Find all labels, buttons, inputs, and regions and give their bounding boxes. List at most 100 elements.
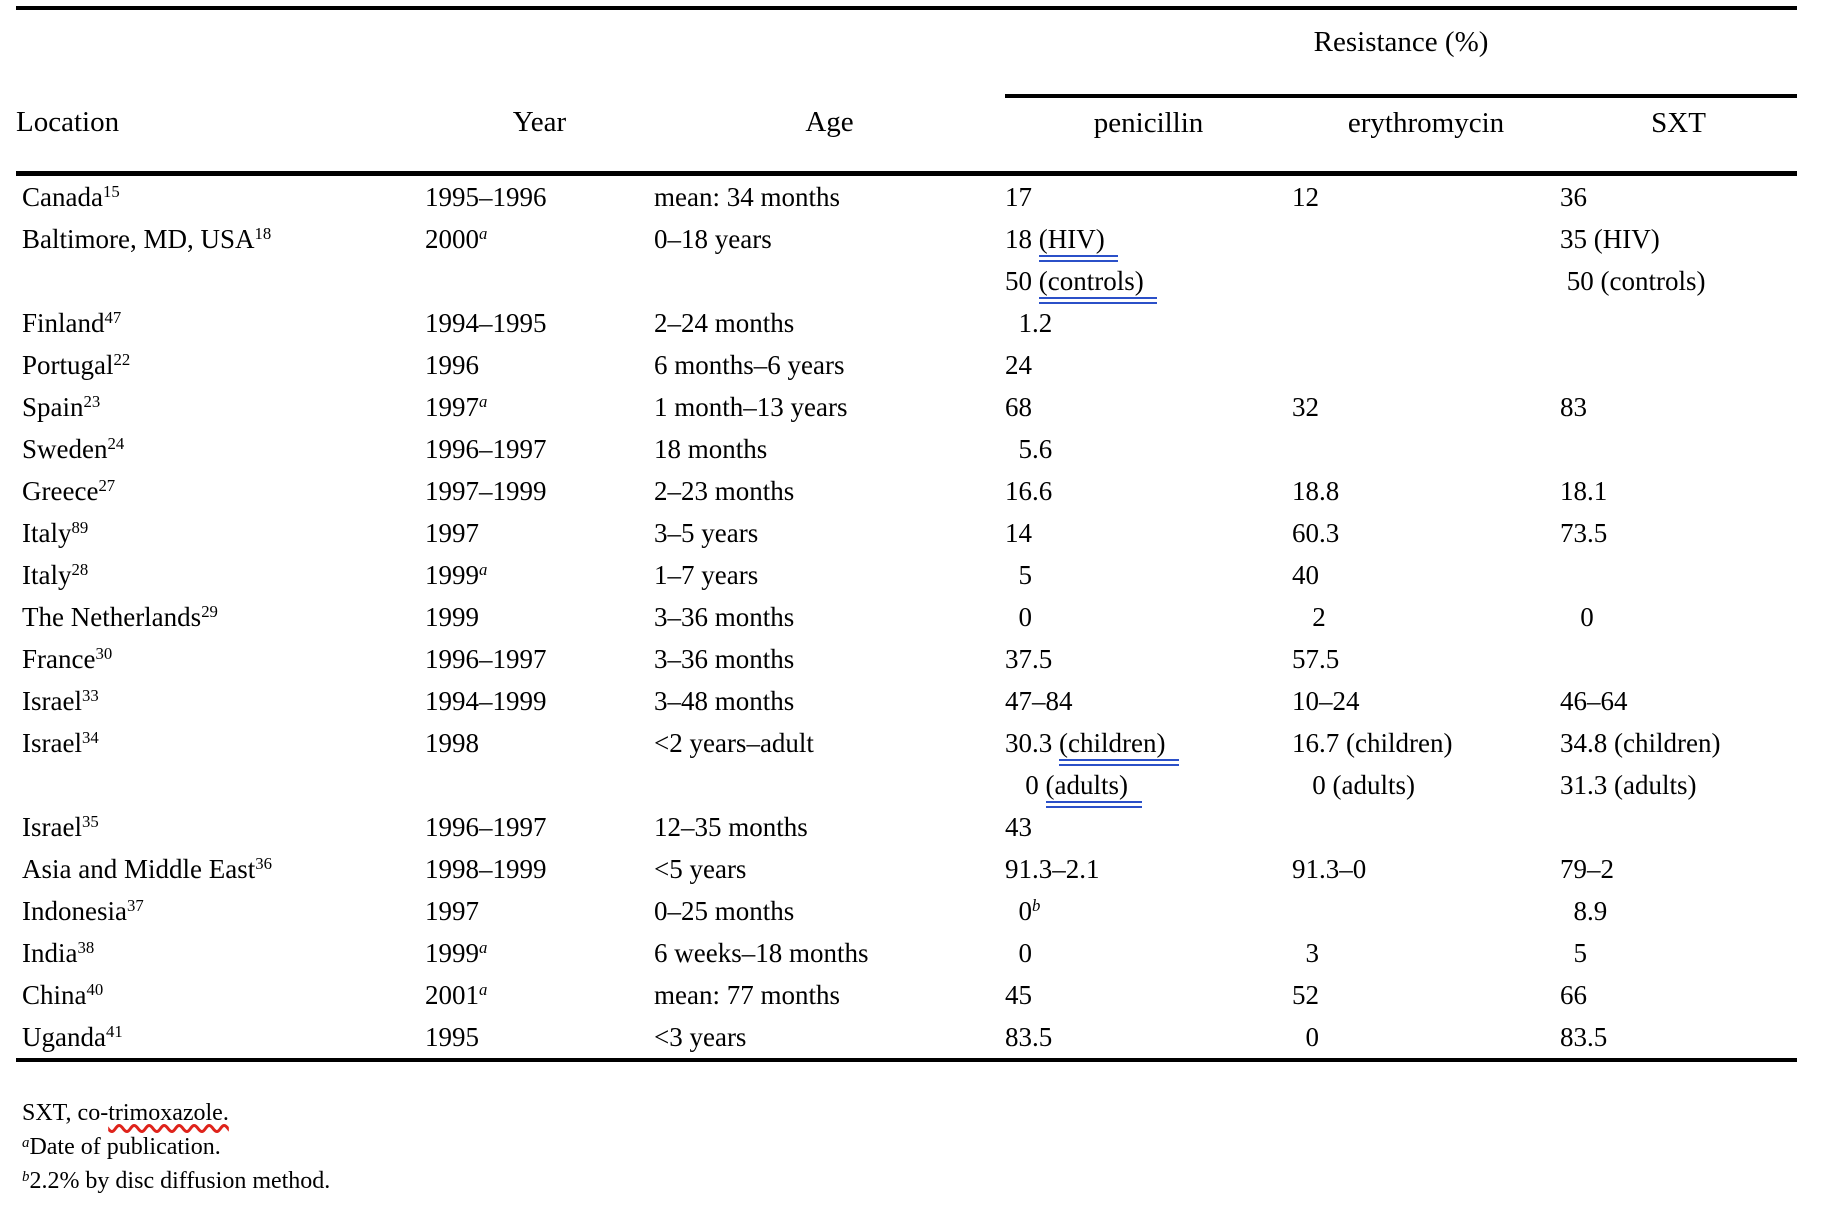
cell-year: 1995–1996 (425, 173, 654, 218)
cell-year: 1994–1999 (425, 680, 654, 722)
footnote: SXT, co-trimoxazole. (22, 1100, 229, 1126)
table-row: Sweden24 1996–1997 18 months 5.6 (16, 428, 1797, 470)
table-row: China40 2001a mean: 77 months 45 52 66 (16, 974, 1797, 1016)
cell-line: 0 (1005, 937, 1033, 968)
cell-age: 12–35 months (654, 806, 1005, 848)
cell-penicillin: 1.2 (1005, 302, 1292, 344)
cell-erythromycin: 10–24 (1292, 680, 1560, 722)
cell-erythromycin (1292, 428, 1560, 470)
cell-age: 1–7 years (654, 554, 1005, 596)
table-row: Uganda41 1995 <3 years 83.5 0 83.5 (16, 1016, 1797, 1060)
superscript: a (22, 1134, 30, 1151)
cell-age: 6 months–6 years (654, 344, 1005, 386)
cell-line: 16.7 (children) (1292, 727, 1453, 758)
cell-sxt: 36 (1560, 173, 1797, 218)
cell-line: 1998–1999 (425, 853, 547, 884)
cell-location: Finland47 (16, 302, 425, 344)
cell-line: 2–24 months (654, 307, 795, 338)
cell-year: 1999a (425, 554, 654, 596)
cell-line: 1997 (425, 517, 479, 548)
cell-line: 83.5 (1560, 1021, 1608, 1052)
superscript: 15 (102, 182, 120, 202)
superscript: 41 (105, 1022, 123, 1042)
table-row: The Netherlands29 1999 3–36 months 0 2 0 (16, 596, 1797, 638)
cell-penicillin: 43 (1005, 806, 1292, 848)
spanner-empty-cell (16, 8, 1005, 96)
table-row: Israel33 1994–1999 3–48 months 47–84 10–24 46… (16, 680, 1797, 722)
cell-line: 45 (1005, 979, 1033, 1010)
cell-erythromycin: 2 (1292, 596, 1560, 638)
cell-line: 14 (1005, 517, 1033, 548)
cell-line: Israel34 (22, 727, 99, 758)
cell-line: 1996 (425, 349, 479, 380)
cell-location: Israel35 (16, 806, 425, 848)
grammar-underline: (controls) (1038, 265, 1158, 304)
cell-line: 5 (1005, 559, 1033, 590)
table-row: Baltimore, MD, USA18 2000a 0–18 years 18 (H… (16, 218, 1797, 304)
cell-penicillin: 0 (1005, 932, 1292, 974)
cell-penicillin: 30.3 (children) 0 (adults) (1005, 722, 1292, 808)
cell-line: 3–48 months (654, 685, 795, 716)
cell-age: 2–23 months (654, 470, 1005, 512)
footnotes-block: SXT, co-trimoxazole. aDate of publication… (22, 1096, 330, 1198)
cell-location: Sweden24 (16, 428, 425, 470)
cell-line: 5.6 (1005, 433, 1053, 464)
cell-line: 52 (1292, 979, 1320, 1010)
cell-year: 1996 (425, 344, 654, 386)
cell-age: mean: 77 months (654, 974, 1005, 1016)
cell-year: 1996–1997 (425, 806, 654, 848)
cell-line: 0–18 years (654, 223, 772, 254)
col-header-location: Location (16, 96, 425, 176)
cell-line: Spain23 (22, 391, 101, 422)
cell-penicillin: 24 (1005, 344, 1292, 386)
cell-line: 46–64 (1560, 685, 1628, 716)
cell-sxt: 34.8 (children) 31.3 (adults) (1560, 722, 1797, 806)
cell-line: 35 (HIV) (1560, 223, 1660, 254)
cell-line: 79–2 (1560, 853, 1615, 884)
cell-line: 30.3 (children) (1005, 722, 1292, 766)
cell-penicillin: 37.5 (1005, 638, 1292, 680)
cell-sxt: 35 (HIV) 50 (controls) (1560, 218, 1797, 302)
cell-erythromycin: 52 (1292, 974, 1560, 1016)
cell-line: 1996–1997 (425, 811, 547, 842)
cell-line: Italy89 (22, 517, 89, 548)
cell-penicillin: 68 (1005, 386, 1292, 428)
cell-location: Italy89 (16, 512, 425, 554)
cell-line: 16.6 (1005, 475, 1053, 506)
cell-line: Israel33 (22, 685, 99, 716)
cell-age: 0–18 years (654, 218, 1005, 302)
resistance-spanner-label: Resistance (%) (1313, 25, 1489, 58)
cell-age: 3–36 months (654, 638, 1005, 680)
cell-erythromycin (1292, 806, 1560, 848)
cell-erythromycin: 16.7 (children) 0 (adults) (1292, 722, 1560, 806)
cell-line: 1997 (425, 895, 479, 926)
cell-line: mean: 77 months (654, 979, 840, 1010)
cell-line: Baltimore, MD, USA18 (22, 223, 272, 254)
col-header-year: Year (425, 96, 654, 176)
cell-line: 0b (1005, 895, 1041, 926)
cell-line: 10–24 (1292, 685, 1360, 716)
cell-sxt (1560, 344, 1797, 386)
cell-year: 2000a (425, 218, 654, 302)
cell-line: 1997a (425, 391, 488, 422)
cell-penicillin: 18 (HIV) 50 (controls) (1005, 218, 1292, 304)
cell-line: 40 (1292, 559, 1320, 590)
cell-line: Indonesia37 (22, 895, 144, 926)
cell-line: 0 (adults) (1292, 769, 1416, 800)
cell-location: Israel34 (16, 722, 425, 806)
cell-year: 1998 (425, 722, 654, 806)
col-header-sxt: SXT (1560, 96, 1798, 176)
cell-line: 2000a (425, 223, 488, 254)
cell-line: 37.5 (1005, 643, 1053, 674)
cell-location: France30 (16, 638, 425, 680)
superscript: 23 (83, 392, 101, 412)
cell-line: 50 (controls) (1005, 260, 1292, 304)
cell-year: 1996–1997 (425, 638, 654, 680)
cell-year: 1996–1997 (425, 428, 654, 470)
superscript: 33 (81, 686, 99, 706)
cell-line: 0–25 months (654, 895, 795, 926)
cell-penicillin: 16.6 (1005, 470, 1292, 512)
cell-location: Spain23 (16, 386, 425, 428)
cell-sxt: 5 (1560, 932, 1797, 974)
superscript: a (479, 980, 488, 1000)
